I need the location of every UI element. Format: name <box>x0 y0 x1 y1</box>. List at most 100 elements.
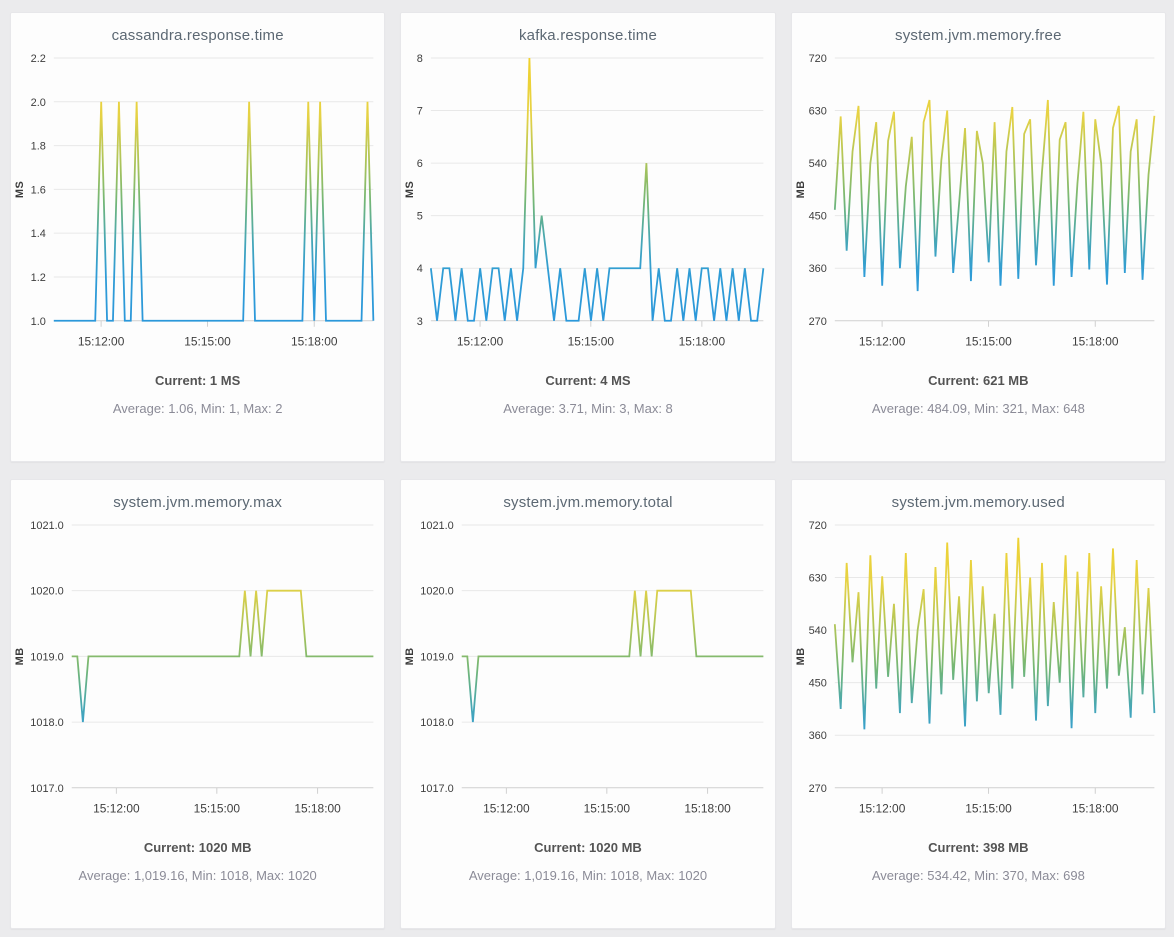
x-tick-label: 15:15:00 <box>184 335 231 349</box>
chart-area: 720 630 540 450 360 270 15:12:00 15:15:00 15:18:… <box>792 519 1165 824</box>
y-tick-label: 1021.0 <box>421 520 454 532</box>
x-tick-label: 15:15:00 <box>965 802 1012 816</box>
y-tick-label: 630 <box>808 573 826 585</box>
chart-canvas: 8 7 6 5 4 3 15:12:00 15:15:00 15:18:00 MS <box>404 53 765 349</box>
panel-title: system.jvm.memory.max <box>113 494 283 511</box>
y-tick-label: 1020.0 <box>30 586 63 598</box>
y-tick-label: 270 <box>808 783 826 795</box>
metric-panel-jvm-memory-max: system.jvm.memory.max 1021.0 1020.0 1019.0… <box>10 479 386 929</box>
chart-canvas: 1021.0 1020.0 1019.0 1018.0 1017.0 15:12:00 15… <box>404 520 764 816</box>
series-line <box>833 537 1155 730</box>
x-tick-label: 15:12:00 <box>457 335 504 349</box>
y-axis-unit-label: MB <box>404 647 416 665</box>
y-tick-label: 720 <box>808 520 826 532</box>
current-value: Current: 4 MS <box>545 372 631 388</box>
x-tick-label: 15:15:00 <box>584 802 631 816</box>
current-value: Current: 398 MB <box>928 839 1029 855</box>
panel-title: system.jvm.memory.used <box>891 494 1065 511</box>
y-tick-label: 360 <box>808 730 826 742</box>
current-value: Current: 1020 MB <box>143 839 252 855</box>
chart-canvas: 2.2 2.0 1.8 1.6 1.4 1.2 1.0 15:12:00 15:15:00 15:… <box>14 53 375 349</box>
series-line <box>71 589 374 723</box>
y-tick-label: 3 <box>417 316 423 328</box>
chart-area: 1021.0 1020.0 1019.0 1018.0 1017.0 15:12:00 15… <box>11 519 384 824</box>
y-tick-label: 6 <box>417 158 423 170</box>
stats-summary: Average: 1,019.16, Min: 1018, Max: 1020 <box>78 867 317 883</box>
x-tick-label: 15:18:00 <box>1072 335 1119 349</box>
y-axis-unit-label: MB <box>14 647 26 665</box>
x-tick-label: 15:18:00 <box>1072 802 1119 816</box>
y-axis-unit-label: MS <box>404 181 416 198</box>
x-tick-label: 15:15:00 <box>568 335 615 349</box>
y-tick-label: 1017.0 <box>421 783 454 795</box>
stats-summary: Average: 1.06, Min: 1, Max: 2 <box>112 400 283 416</box>
stats-summary: Average: 484.09, Min: 321, Max: 648 <box>871 400 1085 416</box>
y-tick-label: 1.4 <box>31 228 46 240</box>
y-tick-label: 1017.0 <box>30 783 63 795</box>
current-value: Current: 1020 MB <box>534 839 642 855</box>
stats-summary: Average: 1,019.16, Min: 1018, Max: 1020 <box>468 867 708 883</box>
y-tick-label: 540 <box>808 625 826 637</box>
series-line <box>430 57 765 322</box>
y-tick-label: 270 <box>808 316 826 328</box>
metric-panel-jvm-memory-total: system.jvm.memory.total 1021.0 1020.0 1019… <box>400 479 776 929</box>
panel-title: system.jvm.memory.free <box>895 27 1062 44</box>
panel-title: kafka.response.time <box>518 27 657 44</box>
y-tick-label: 630 <box>808 106 826 118</box>
y-tick-label: 1.2 <box>31 272 46 284</box>
metric-panel-jvm-memory-free: system.jvm.memory.free 720 630 540 450 360 27… <box>790 12 1166 462</box>
x-tick-label: 15:15:00 <box>194 802 241 816</box>
y-tick-label: 1018.0 <box>30 717 63 729</box>
chart-area: 8 7 6 5 4 3 15:12:00 15:15:00 15:18:00 MS <box>401 52 774 357</box>
y-tick-label: 360 <box>808 263 826 275</box>
y-tick-label: 1019.0 <box>30 651 63 663</box>
y-tick-label: 4 <box>417 263 423 275</box>
chart-area: 720 630 540 450 360 270 15:12:00 15:15:00 15:18:… <box>792 52 1165 357</box>
panel-title: system.jvm.memory.total <box>503 494 673 511</box>
y-tick-label: 540 <box>808 158 826 170</box>
y-axis-unit-label: MS <box>14 181 26 198</box>
series-line <box>462 589 764 723</box>
y-tick-label: 1018.0 <box>421 717 454 729</box>
y-tick-label: 2.0 <box>31 97 46 109</box>
panel-title: cassandra.response.time <box>111 27 284 44</box>
series-line <box>53 101 375 322</box>
y-tick-label: 1021.0 <box>30 520 63 532</box>
y-tick-label: 8 <box>417 53 423 65</box>
chart-area: 1021.0 1020.0 1019.0 1018.0 1017.0 15:12:00 15… <box>401 519 774 824</box>
y-tick-label: 1019.0 <box>421 651 454 663</box>
y-axis-unit-label: MB <box>795 647 807 665</box>
x-tick-label: 15:15:00 <box>965 335 1012 349</box>
y-tick-label: 450 <box>808 678 826 690</box>
chart-area: 2.2 2.0 1.8 1.6 1.4 1.2 1.0 15:12:00 15:15:00 15:… <box>11 52 384 357</box>
x-tick-label: 15:18:00 <box>679 335 726 349</box>
y-axis-unit-label: MB <box>795 180 807 198</box>
x-tick-label: 15:12:00 <box>78 335 125 349</box>
y-tick-label: 7 <box>417 106 423 118</box>
y-tick-label: 2.2 <box>31 53 46 65</box>
y-tick-label: 720 <box>808 53 826 65</box>
metric-panel-jvm-memory-used: system.jvm.memory.used 720 630 540 450 360 27… <box>790 479 1166 929</box>
x-tick-label: 15:12:00 <box>483 802 530 816</box>
stats-summary: Average: 3.71, Min: 3, Max: 8 <box>503 400 673 416</box>
x-tick-label: 15:18:00 <box>685 802 732 816</box>
y-tick-label: 1.8 <box>31 141 46 153</box>
metric-panel-kafka-response-time: kafka.response.time 8 7 6 5 4 3 15:12:00 15:15:… <box>400 12 776 462</box>
y-tick-label: 1.6 <box>31 184 46 196</box>
x-tick-label: 15:18:00 <box>291 335 338 349</box>
y-tick-label: 5 <box>417 211 423 223</box>
chart-canvas: 720 630 540 450 360 270 15:12:00 15:15:00 15:18:… <box>795 520 1155 816</box>
x-tick-label: 15:12:00 <box>859 802 906 816</box>
y-tick-label: 1020.0 <box>421 586 454 598</box>
current-value: Current: 621 MB <box>928 372 1029 388</box>
x-tick-label: 15:12:00 <box>93 802 140 816</box>
metric-panel-cassandra-response-time: cassandra.response.time 2.2 2.0 1.8 1.6 1.4 1… <box>10 12 386 462</box>
x-tick-label: 15:12:00 <box>859 335 906 349</box>
series-line <box>833 99 1155 292</box>
y-tick-label: 450 <box>808 211 826 223</box>
chart-canvas: 720 630 540 450 360 270 15:12:00 15:15:00 15:18:… <box>795 53 1155 349</box>
current-value: Current: 1 MS <box>155 372 241 388</box>
y-tick-label: 1.0 <box>31 316 46 328</box>
chart-canvas: 1021.0 1020.0 1019.0 1018.0 1017.0 15:12:00 15… <box>14 520 374 816</box>
